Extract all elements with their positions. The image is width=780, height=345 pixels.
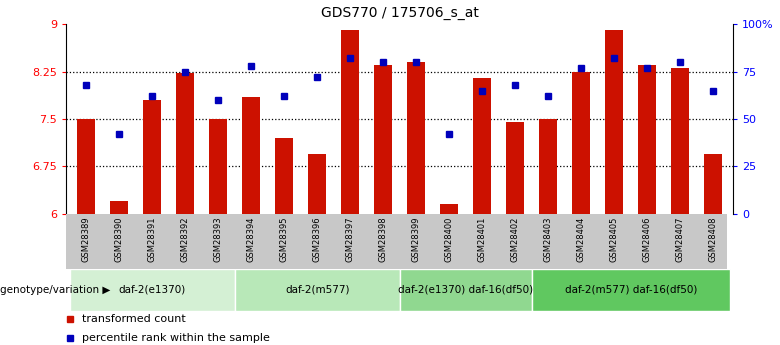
Bar (638, 65, 657, 214)
Text: GSM28392: GSM28392 (181, 217, 190, 262)
Text: GSM28405: GSM28405 (610, 217, 619, 262)
Bar (374, 65, 392, 214)
Text: GSM28394: GSM28394 (246, 217, 256, 262)
Bar (275, 138, 293, 214)
Text: GSM28401: GSM28401 (478, 217, 487, 262)
Text: percentile rank within the sample: percentile rank within the sample (83, 333, 270, 343)
Bar (399, 269, 532, 310)
Text: GSM28402: GSM28402 (511, 217, 519, 262)
Text: GSM28396: GSM28396 (313, 217, 321, 262)
Bar (69, 269, 235, 310)
Bar (473, 78, 491, 214)
Text: GSM28390: GSM28390 (115, 217, 123, 262)
Text: GSM28399: GSM28399 (412, 217, 420, 262)
Text: GSM28391: GSM28391 (147, 217, 157, 262)
Bar (242, 97, 261, 214)
Bar (532, 269, 730, 310)
Text: GSM28389: GSM28389 (82, 217, 90, 262)
Bar (704, 154, 722, 214)
Text: GSM28407: GSM28407 (676, 217, 685, 262)
Text: GSM28403: GSM28403 (544, 217, 553, 262)
Text: GSM28404: GSM28404 (577, 217, 586, 262)
Bar (235, 269, 399, 310)
Bar (143, 100, 161, 214)
Bar (506, 122, 524, 214)
Text: transformed count: transformed count (83, 314, 186, 324)
Bar (605, 30, 623, 214)
Bar (341, 30, 360, 214)
Bar (209, 119, 227, 214)
Text: GSM28393: GSM28393 (214, 217, 222, 262)
Text: GSM28395: GSM28395 (280, 217, 289, 262)
Title: GDS770 / 175706_s_at: GDS770 / 175706_s_at (321, 6, 479, 20)
Bar (672, 68, 690, 214)
Text: GSM28400: GSM28400 (445, 217, 454, 262)
Text: daf-2(e1370) daf-16(df50): daf-2(e1370) daf-16(df50) (399, 285, 534, 295)
Text: GSM28406: GSM28406 (643, 217, 652, 262)
Bar (539, 119, 558, 214)
Text: daf-2(m577): daf-2(m577) (285, 285, 349, 295)
Bar (77, 119, 95, 214)
Bar (110, 201, 128, 214)
Text: daf-2(e1370): daf-2(e1370) (119, 285, 186, 295)
Bar (308, 154, 326, 214)
Text: GSM28397: GSM28397 (346, 217, 355, 262)
Bar (573, 71, 590, 214)
Text: GSM28408: GSM28408 (709, 217, 718, 262)
Bar (407, 62, 425, 214)
Text: GSM28398: GSM28398 (379, 217, 388, 262)
Text: genotype/variation ▶: genotype/variation ▶ (0, 285, 111, 295)
Bar (440, 204, 459, 214)
Bar (176, 73, 194, 214)
Text: daf-2(m577) daf-16(df50): daf-2(m577) daf-16(df50) (565, 285, 697, 295)
